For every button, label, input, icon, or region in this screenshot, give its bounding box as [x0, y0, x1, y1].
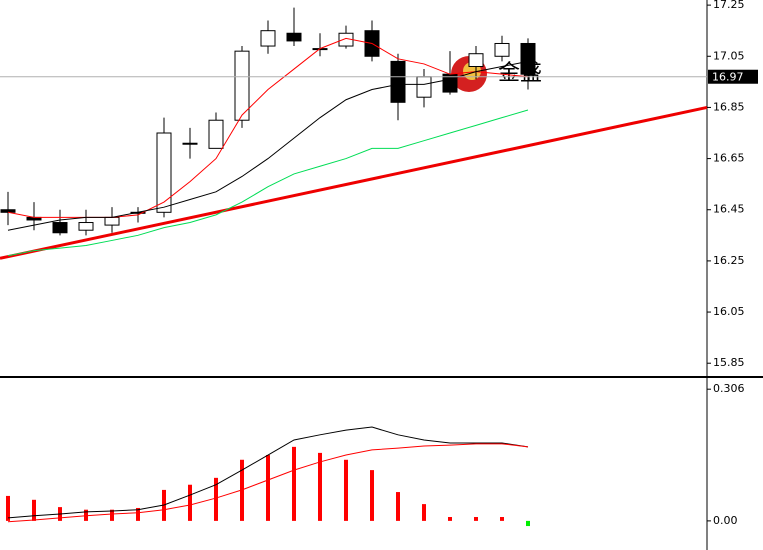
last-price-box: [708, 69, 758, 84]
y-tick-label: 0.00: [713, 514, 738, 527]
candle-body: [156, 132, 172, 213]
candle-body: [0, 209, 16, 213]
macd-bar: [526, 520, 530, 527]
macd-bar: [474, 517, 478, 521]
macd-bar: [6, 495, 10, 521]
last-price-label: 16.97: [712, 71, 744, 84]
candle-body: [208, 119, 224, 149]
candle-body: [286, 32, 302, 42]
candle-body: [182, 142, 198, 145]
candle-body: [260, 30, 276, 47]
candle-body: [520, 42, 536, 75]
macd-line: [7, 443, 529, 523]
trendline: [0, 105, 708, 260]
macd-bar: [448, 517, 452, 521]
y-tick-label: 15.85: [713, 356, 745, 369]
y-tick-label: 0.306: [713, 382, 745, 395]
macd-bar: [318, 452, 322, 521]
y-tick-label: 16.05: [713, 305, 745, 318]
y-tick-label: 16.65: [713, 152, 745, 165]
macd-bar: [188, 484, 192, 521]
y-tick-label: 16.25: [713, 254, 745, 267]
macd-line: [7, 426, 529, 519]
macd-bar: [370, 470, 374, 521]
macd-bar: [292, 446, 296, 521]
candle-body: [390, 60, 406, 103]
y-tick-label: 16.85: [713, 100, 745, 113]
macd-bar: [344, 459, 348, 521]
candle-body: [416, 76, 432, 98]
macd-bar: [396, 492, 400, 521]
y-tick-label: 17.05: [713, 49, 745, 62]
y-tick-label: 16.45: [713, 203, 745, 216]
macd-bar: [136, 507, 140, 521]
candle-body: [494, 42, 510, 57]
macd-bar: [110, 509, 114, 521]
macd-bar: [422, 504, 426, 521]
candle-body: [234, 50, 250, 121]
candle-body: [52, 222, 68, 234]
moving-average: [7, 109, 529, 257]
candle-body: [78, 222, 94, 231]
macd-bar: [266, 455, 270, 521]
moving-average: [7, 60, 529, 231]
candle-body: [104, 216, 120, 226]
macd-bar: [214, 477, 218, 521]
candle-body: [468, 53, 484, 68]
macd-bar: [500, 517, 504, 521]
macd-bar: [32, 499, 36, 521]
y-tick-label: 17.25: [713, 0, 745, 11]
